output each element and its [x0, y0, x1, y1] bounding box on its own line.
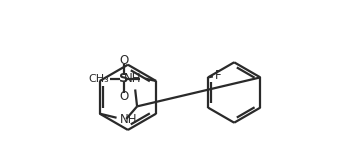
Text: F: F — [215, 69, 222, 82]
Text: O: O — [119, 54, 128, 67]
Text: NH: NH — [124, 72, 142, 85]
Text: S: S — [119, 72, 128, 85]
Text: NH: NH — [120, 113, 138, 126]
Text: CH₃: CH₃ — [88, 74, 109, 84]
Text: O: O — [119, 90, 128, 103]
